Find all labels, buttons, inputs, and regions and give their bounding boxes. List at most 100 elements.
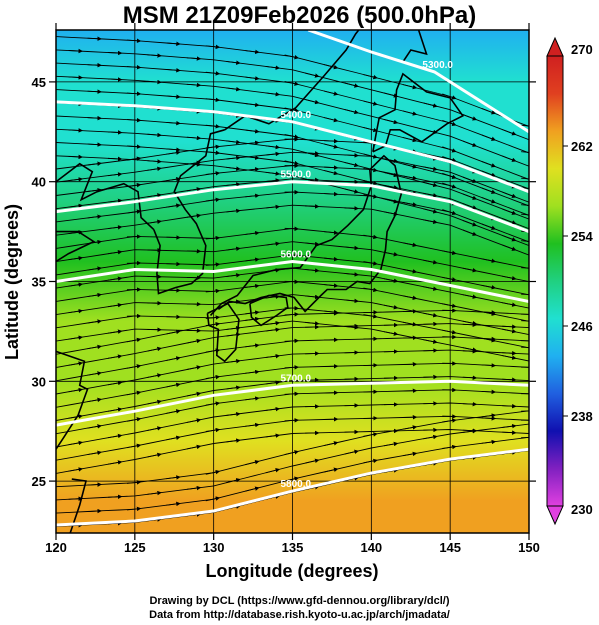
streamline-arrow — [284, 253, 300, 258]
streamline-arrow — [265, 268, 281, 273]
streamline-arrow — [402, 451, 418, 457]
coast-japan-shikoku — [249, 294, 289, 327]
x-tick-label: 150 — [518, 540, 540, 555]
y-tick-label: 45 — [32, 75, 46, 90]
streamline-arrow — [226, 166, 241, 171]
streamline-arrow — [166, 356, 181, 361]
streamline-arrow — [383, 331, 399, 336]
streamline-arrow — [284, 450, 299, 456]
streamline-arrow — [284, 365, 300, 370]
streamline-arrow — [521, 240, 529, 242]
streamline-arrow — [87, 319, 102, 324]
contour-label: 5400.0 — [281, 110, 312, 121]
streamline-arrow — [481, 284, 497, 290]
streamline-arrow — [245, 369, 260, 375]
streamline-arrow — [205, 150, 221, 156]
streamline-arrow — [481, 134, 496, 141]
streamline-arrow — [423, 259, 438, 265]
streamline-arrow — [107, 225, 123, 230]
streamline — [56, 204, 529, 256]
streamline-arrow — [186, 365, 202, 370]
streamline-arrow — [226, 86, 241, 92]
streamline-arrow — [481, 187, 496, 194]
streamline-arrow — [186, 391, 202, 397]
streamline-arrow — [68, 440, 83, 446]
streamline-arrow — [442, 303, 457, 308]
streamline-arrow — [502, 234, 517, 242]
streamline-arrow — [87, 397, 102, 403]
streamline-arrow — [442, 276, 457, 282]
streamline — [56, 402, 529, 448]
streamline-arrow — [344, 245, 359, 251]
streamline-arrow — [205, 469, 221, 475]
streamline-arrow — [502, 218, 517, 225]
streamline-arrow — [166, 94, 181, 99]
colorbar-tick-label: 246 — [571, 319, 593, 334]
streamline-arrow — [87, 36, 102, 41]
streamline-arrow — [68, 387, 83, 393]
contour-line — [56, 180, 529, 234]
streamline-arrow — [305, 241, 320, 247]
streamline-arrow — [305, 204, 320, 209]
streamline-arrow — [502, 355, 517, 360]
streamline-arrow — [481, 413, 497, 418]
streamline — [56, 429, 529, 474]
colorbar-tick-label: 262 — [571, 139, 593, 154]
streamline-arrow — [442, 209, 457, 216]
streamline-arrow — [166, 435, 181, 441]
coast-japan-hokkaido — [372, 72, 464, 153]
streamline-arrow — [245, 486, 260, 492]
streamline-arrow — [166, 67, 181, 73]
streamline-arrow — [265, 204, 281, 210]
streamline — [56, 267, 529, 309]
streamline-arrow — [245, 155, 260, 160]
streamline-arrow — [363, 458, 378, 464]
streamline-arrow — [402, 201, 418, 207]
streamline-arrow — [383, 92, 399, 98]
streamline-arrow — [323, 117, 339, 123]
streamline-arrow — [147, 79, 162, 85]
streamline-arrow — [402, 175, 418, 181]
streamline-arrow — [442, 172, 457, 179]
streamline-arrow — [265, 353, 281, 359]
streamline-arrow — [147, 373, 162, 378]
streamline-arrow — [108, 156, 123, 162]
streamline-arrow — [205, 124, 221, 129]
streamline-arrow — [363, 180, 378, 186]
streamline-arrow — [166, 176, 181, 182]
streamline-arrow — [245, 316, 260, 322]
streamline-arrow — [166, 203, 181, 208]
x-tick-label: 120 — [45, 540, 67, 555]
streamline-arrow — [87, 115, 102, 121]
streamline-arrow — [126, 182, 142, 188]
streamline-arrow — [502, 244, 517, 251]
streamline-arrow — [323, 230, 339, 235]
streamline-arrow — [502, 275, 517, 281]
streamline-arrow — [265, 178, 281, 183]
streamline — [56, 75, 529, 167]
streamline-arrow — [383, 198, 399, 204]
streamline-arrow — [205, 401, 221, 406]
streamline-arrow — [147, 166, 162, 172]
streamline-arrow — [502, 430, 517, 435]
colorbar-min-triangle — [546, 505, 564, 526]
x-tick-label: 130 — [203, 540, 225, 555]
streamline-arrow — [265, 433, 281, 438]
streamline-arrow — [502, 423, 517, 429]
streamline — [56, 320, 529, 362]
streamline-arrow — [107, 172, 123, 177]
streamline-arrow — [107, 433, 123, 439]
streamline-arrow — [226, 325, 241, 331]
x-tick-label: 140 — [360, 540, 382, 555]
streamline-arrow — [442, 444, 457, 450]
streamline-arrow — [305, 72, 320, 78]
streamline-arrow — [126, 364, 142, 369]
streamline-arrow — [186, 213, 202, 219]
streamline-arrow — [323, 143, 339, 149]
streamline-arrow — [344, 188, 359, 194]
streamline-arrow — [521, 177, 529, 180]
streamline-arrow — [265, 144, 281, 150]
streamline-arrow — [147, 346, 162, 352]
streamline-arrow — [87, 266, 102, 271]
streamline-arrow — [402, 425, 418, 430]
